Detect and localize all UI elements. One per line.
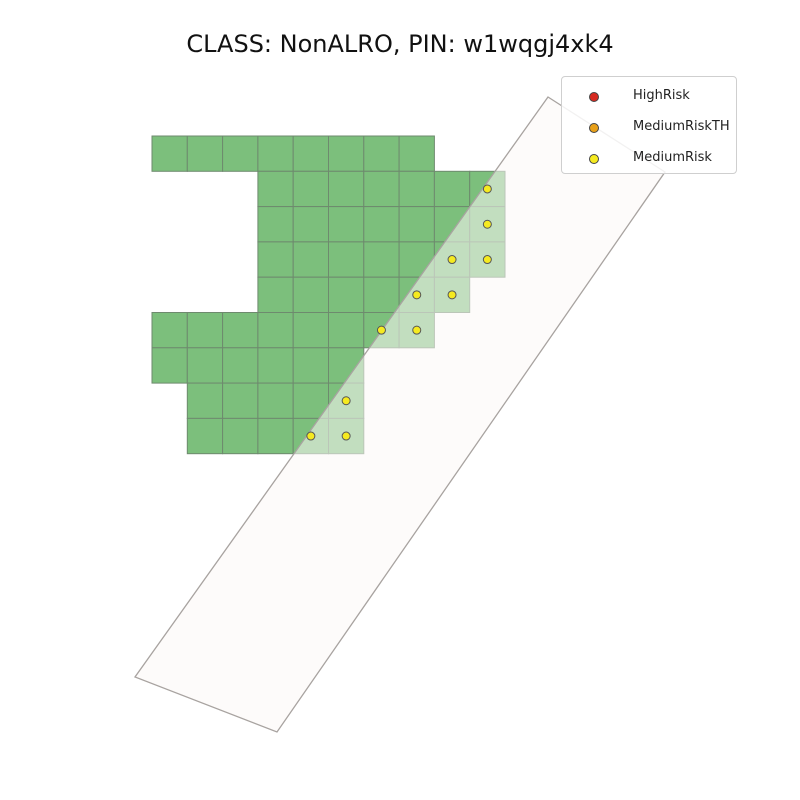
grid-cell — [186, 312, 224, 349]
medium-risk-point — [447, 255, 457, 265]
grid-cell — [222, 312, 259, 349]
medium-risk-point — [482, 184, 492, 194]
grid-cell — [328, 276, 365, 314]
grid-cell — [292, 276, 330, 314]
medium-risk-point — [306, 431, 316, 441]
grid-cell — [222, 347, 259, 384]
medium-risk-point — [341, 431, 351, 441]
grid-cell — [292, 206, 330, 243]
grid-cell — [257, 135, 294, 172]
grid-cell — [186, 347, 224, 384]
grid-cell — [151, 312, 188, 349]
legend-marker-icon — [589, 154, 599, 164]
grid-cell — [186, 382, 224, 419]
grid-cell — [186, 417, 224, 455]
grid-cell — [222, 417, 259, 455]
medium-risk-point — [447, 290, 457, 300]
legend-item: HighRisk — [562, 87, 738, 107]
legend-label: MediumRiskTH — [633, 119, 730, 134]
medium-risk-point — [412, 325, 422, 335]
medium-risk-point — [341, 396, 351, 406]
medium-risk-point — [412, 290, 422, 300]
grid-cell — [292, 312, 330, 349]
grid-cell — [398, 135, 435, 172]
medium-risk-point — [376, 325, 386, 335]
chart-title: CLASS: NonALRO, PIN: w1wqgj4xk4 — [186, 30, 614, 58]
legend-marker-icon — [589, 123, 599, 133]
grid-cell — [292, 135, 330, 172]
legend-label: MediumRisk — [633, 150, 712, 165]
grid-cell — [257, 347, 294, 384]
medium-risk-point — [482, 219, 492, 229]
grid-cell — [328, 206, 365, 243]
grid-cell — [398, 206, 435, 243]
grid-cell — [151, 347, 188, 384]
grid-cell — [328, 170, 365, 208]
grid-cell — [363, 241, 400, 278]
legend: HighRisk MediumRiskTH MediumRisk — [561, 76, 737, 174]
grid-cell — [257, 276, 294, 314]
grid-cell — [292, 241, 330, 278]
grid-cell — [257, 241, 294, 278]
grid-cell — [363, 206, 400, 243]
legend-item: MediumRiskTH — [562, 118, 738, 138]
grid-cell — [257, 417, 294, 455]
grid-cell — [328, 312, 365, 349]
grid-cell — [363, 135, 400, 172]
grid-cell — [328, 241, 365, 278]
grid-cell — [363, 170, 400, 208]
grid-cell — [222, 135, 259, 172]
grid-cell — [398, 170, 435, 208]
medium-risk-point — [482, 255, 492, 265]
grid-cell — [292, 347, 330, 384]
grid-cell — [328, 135, 365, 172]
grid-cell — [222, 382, 259, 419]
legend-label: HighRisk — [633, 88, 690, 103]
legend-marker-icon — [589, 92, 599, 102]
legend-item: MediumRisk — [562, 149, 738, 169]
grid-cell — [257, 206, 294, 243]
grid-cell — [257, 312, 294, 349]
grid-cell — [151, 135, 188, 172]
grid-cell — [363, 276, 400, 314]
grid-cell — [257, 382, 294, 419]
grid-cell — [257, 170, 294, 208]
grid-cell — [433, 170, 471, 208]
grid-cell — [292, 170, 330, 208]
risk-points — [306, 184, 492, 441]
grid-cell — [186, 135, 224, 172]
